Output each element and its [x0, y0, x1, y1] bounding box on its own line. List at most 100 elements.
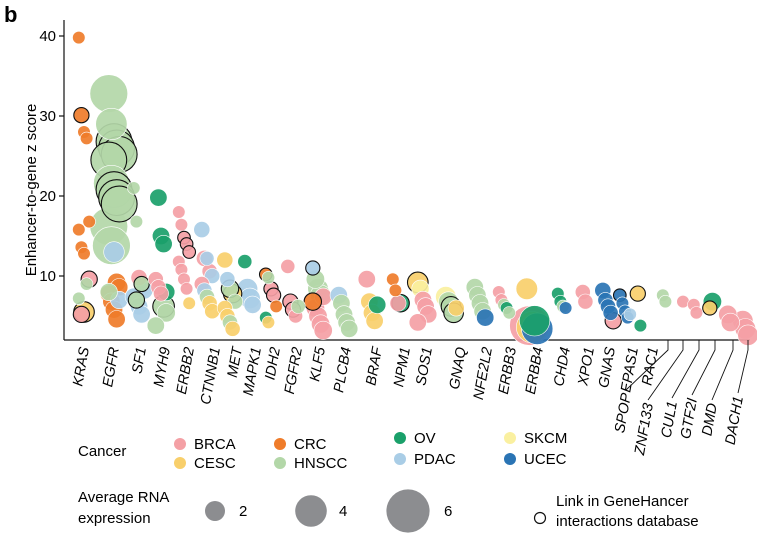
gene-label-idh2: IDH2: [262, 346, 283, 381]
data-point-dmd-brca: [720, 312, 740, 332]
data-point-myh9-ov: [154, 235, 173, 254]
legend-label-pdac: PDAC: [414, 451, 456, 468]
gene-label-erbb3: ERBB3: [496, 346, 520, 396]
gene-label-epas1: EPAS1: [618, 346, 642, 394]
data-point-kras-hnscc: [72, 291, 86, 306]
y-tick-label: 40: [39, 28, 56, 45]
link-legend-label-line2: interactions database: [556, 513, 699, 530]
gene-label-erbb2: ERBB2: [174, 346, 198, 396]
gene-label-znf133: ZNF133: [632, 402, 657, 457]
data-point-kras-crc: [72, 30, 86, 45]
data-point-ctnnb1-pdac: [199, 250, 215, 266]
leader-line-gtf2i: [691, 340, 716, 396]
legend-label-ov: OV: [414, 430, 436, 447]
leader-line-spop: [625, 340, 669, 391]
legend-swatch-hnscc: [274, 457, 286, 469]
data-point-met-cesc: [216, 251, 234, 269]
data-point-kras-crc: [73, 107, 90, 124]
gene-label-npm1: NPM1: [391, 346, 414, 388]
data-point-idh2-cesc: [261, 315, 276, 330]
y-tick-label: 30: [39, 108, 56, 125]
data-point-braf-brca: [357, 270, 376, 289]
data-point-idh2-crc: [269, 299, 283, 314]
gene-label-erbb4: ERBB4: [523, 346, 547, 396]
gene-label-cul1: CUL1: [659, 400, 681, 439]
data-point-cul1-brca: [689, 306, 704, 320]
legend-swatch-ov: [394, 432, 406, 444]
legend-swatch-skcm: [504, 432, 516, 444]
data-point-erbb4-ov: [519, 305, 551, 337]
gene-label-kras: KRAS: [70, 346, 93, 388]
data-point-fgfr2-hnscc: [290, 298, 306, 314]
data-point-erbb2-brca: [180, 282, 194, 296]
leader-line-dmd: [711, 340, 734, 401]
gene-label-dach1: DACH1: [723, 395, 747, 446]
data-point-mapk1-ov: [237, 254, 253, 269]
gene-label-gnaq: GNAQ: [447, 346, 470, 391]
gene-label-braf: BRAF: [363, 345, 386, 387]
gene-label-sos1: SOS1: [413, 346, 435, 387]
data-point-erbb2-brca: [182, 245, 197, 259]
data-point-egfr-pdac: [103, 241, 125, 263]
data-point-spop-hnscc: [658, 295, 673, 309]
size-key-label-6: 6: [444, 503, 452, 520]
data-point-kras-crc: [82, 215, 96, 229]
gene-label-spop: SPOP: [612, 392, 635, 435]
data-point-sf1-hnscc: [129, 215, 143, 229]
data-point-rac1-ov: [633, 319, 648, 333]
data-point-erbb2-brca: [172, 205, 186, 219]
legend-label-cesc: CESC: [194, 455, 236, 472]
legend-swatch-brca: [174, 438, 186, 450]
legend-swatch-crc: [274, 438, 286, 450]
data-point-erbb2-cesc: [182, 296, 196, 310]
gene-label-nfe2l2: NFE2L2: [471, 346, 496, 401]
data-point-braf-cesc: [365, 311, 384, 330]
legend-swatch-pdac: [394, 453, 406, 465]
data-point-gnas-ucec: [602, 304, 619, 321]
data-point-klf5-crc: [303, 292, 323, 311]
cancer-legend-title: Cancer: [78, 443, 126, 460]
data-point-egfr-crc: [107, 310, 126, 329]
size-key-2: [205, 501, 225, 521]
data-point-sos1-brca: [408, 313, 427, 332]
legend: Cancer Average RNA expression Link in Ge…: [78, 430, 699, 533]
data-point-myh9-hnscc: [146, 316, 165, 335]
y-axis-title: Enhancer-to-gene z score: [23, 104, 40, 277]
gene-label-gtf2i: GTF2I: [678, 397, 701, 440]
data-point-klf5-brca: [313, 320, 333, 340]
data-point-kras-crc: [72, 223, 86, 237]
data-point-fgfr2-brca: [280, 258, 296, 274]
data-point-gnaq-cesc: [447, 299, 465, 317]
legend-label-brca: BRCA: [194, 436, 236, 453]
size-key-label-4: 4: [339, 503, 347, 520]
data-point-sf1-hnscc: [127, 291, 146, 309]
link-legend-label-line1: Link in GeneHancer: [556, 493, 689, 510]
data-point-dach1-brca: [737, 324, 757, 346]
data-point-met-pdac: [219, 271, 236, 288]
data-point-egfr-hnscc: [99, 282, 118, 301]
data-points: [72, 30, 757, 346]
y-tick-label: 10: [39, 268, 56, 285]
data-point-erbb2-brca: [174, 218, 188, 232]
panel-label: b: [4, 2, 17, 27]
link-legend-marker: [533, 511, 547, 525]
data-point-myh9-hnscc: [156, 303, 176, 323]
data-point-chd4-ucec: [558, 301, 573, 315]
gene-label-xpo1: XPO1: [575, 346, 598, 388]
size-legend-title-line2: expression: [78, 510, 151, 527]
size-key-label-2: 2: [239, 503, 247, 520]
data-point-nfe2l2-ucec: [476, 308, 495, 327]
data-point-rac1-cesc: [629, 285, 646, 302]
gene-label-plcb4: PLCB4: [331, 346, 355, 394]
data-point-kras-crc: [79, 131, 94, 145]
gene-label-ctnnb1: CTNNB1: [198, 346, 224, 406]
data-point-klf5-pdac: [305, 260, 321, 276]
gene-label-fgfr2: FGFR2: [282, 346, 306, 396]
data-point-erbb4-cesc: [515, 277, 538, 300]
data-point-idh2-brca: [265, 287, 282, 303]
data-point-idh2-hnscc: [261, 271, 276, 285]
data-point-ctnnb1-pdac: [193, 221, 211, 239]
data-point-mapk1-pdac: [243, 295, 262, 314]
data-point-npm1-brca: [389, 294, 407, 312]
